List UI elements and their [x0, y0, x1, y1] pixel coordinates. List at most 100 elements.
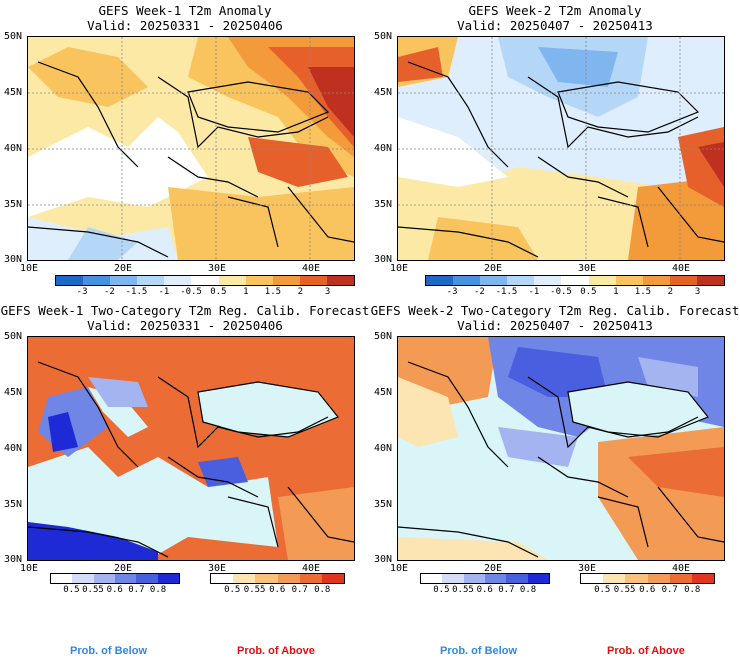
- lat-label: 40N: [374, 143, 393, 154]
- lon-label: 20E: [484, 563, 503, 574]
- lon-label: 40E: [672, 563, 691, 574]
- colorbar-tick-label: 0.6: [269, 585, 286, 595]
- colorbar-swatch: [299, 574, 322, 583]
- panel-title: GEFS Week-1 Two-Category T2m Reg. Calib.…: [0, 303, 370, 318]
- lat-label: 45N: [4, 387, 23, 398]
- lat-label: 35N: [4, 199, 23, 210]
- colorbar-labels: 0.5 0.55 0.6 0.7 0.8: [210, 585, 345, 597]
- colorbar-tick-label: 0.8: [519, 585, 537, 595]
- lon-label: 20E: [114, 263, 133, 274]
- colorbar-swatch: [421, 574, 443, 583]
- colorbar-tick-label: 0.6: [476, 585, 493, 595]
- lat-label: 50N: [374, 331, 393, 342]
- panel-valid-date: Valid: 20250331 - 20250406: [87, 18, 283, 33]
- colorbar-swatch: [114, 574, 137, 583]
- panel-week1-probability: GEFS Week-1 Two-Category T2m Reg. Calib.…: [0, 300, 370, 600]
- panel-week2-anomaly: GEFS Week-2 T2m Anomaly Valid: 20250407 …: [370, 0, 740, 300]
- prob-below-colorbar: [50, 573, 180, 584]
- colorbar-swatch: [272, 276, 300, 285]
- colorbar-tick-label: -3: [76, 287, 88, 297]
- lat-label: 50N: [4, 31, 23, 42]
- colorbar-labels: -3 -2 -1.5 -1 -0.5 0.5 1 1.5 2 3: [55, 287, 355, 299]
- lat-label: 35N: [4, 499, 23, 510]
- lat-label: 45N: [374, 87, 393, 98]
- colorbar-swatch: [93, 574, 115, 583]
- colorbar-swatch: [534, 276, 562, 285]
- colorbar-swatch: [245, 276, 273, 285]
- anomaly-colorbar: [55, 275, 355, 286]
- colorbar-labels: -3 -2 -1.5 -1 -0.5 0.5 1 1.5 2 3: [425, 287, 725, 299]
- colorbar-labels: 0.5 0.55 0.6 0.7 0.8: [420, 585, 550, 597]
- panel-week2-probability: GEFS Week-2 Two-Category T2m Reg. Calib.…: [370, 300, 740, 600]
- lat-label: 30N: [374, 554, 393, 565]
- colorbar-swatch: [484, 574, 507, 583]
- colorbar-swatch: [696, 276, 725, 285]
- panel-valid-date: Valid: 20250407 - 20250413: [457, 318, 653, 333]
- lat-label: 40N: [4, 143, 23, 154]
- probability-map: [27, 336, 355, 561]
- colorbar-swatch: [442, 574, 464, 583]
- colorbar-swatch: [453, 276, 481, 285]
- colorbar-tick-label: 0.5: [63, 585, 80, 595]
- colorbar-swatch: [588, 276, 616, 285]
- prob-below-label: Prob. of Below: [70, 645, 147, 657]
- lon-label: 30E: [578, 263, 597, 274]
- colorbar-swatch: [691, 574, 715, 583]
- colorbar-tick-label: -1: [528, 287, 540, 297]
- panel-title: GEFS Week-2 Two-Category T2m Reg. Calib.…: [370, 303, 740, 318]
- colorbar-swatch: [581, 574, 604, 583]
- colorbar-swatch: [136, 574, 158, 583]
- lon-label: 40E: [302, 563, 321, 574]
- colorbar-swatch: [72, 574, 94, 583]
- colorbar-tick-label: 2: [297, 287, 304, 297]
- colorbar-tick-label: 2: [667, 287, 674, 297]
- colorbar-tick-label: 0.7: [128, 585, 145, 595]
- colorbar-swatch: [642, 276, 670, 285]
- colorbar-swatch: [669, 276, 697, 285]
- colorbar-tick-label: 0.55: [452, 585, 474, 595]
- colorbar-swatch: [233, 574, 256, 583]
- colorbar-swatch: [647, 574, 670, 583]
- lon-label: 30E: [208, 563, 227, 574]
- lat-label: 50N: [4, 331, 23, 342]
- lon-label: 40E: [672, 263, 691, 274]
- colorbar-tick-label: 1: [243, 287, 249, 297]
- colorbar-labels: 0.5 0.55 0.6 0.7 0.8: [580, 585, 715, 597]
- colorbar-swatch: [527, 574, 549, 583]
- lon-label: 20E: [484, 263, 503, 274]
- lat-label: 30N: [4, 254, 23, 265]
- colorbar-swatch: [299, 276, 327, 285]
- lon-label: 10E: [20, 263, 39, 274]
- colorbar-swatch: [157, 574, 179, 583]
- prob-below-colorbar: [420, 573, 550, 584]
- panel-valid-date: Valid: 20250331 - 20250406: [87, 318, 283, 333]
- colorbar-swatch: [137, 276, 165, 285]
- colorbar-swatch: [669, 574, 692, 583]
- colorbar-swatch: [277, 574, 300, 583]
- colorbar-tick-label: 0.55: [82, 585, 104, 595]
- anomaly-map: [27, 36, 355, 261]
- colorbar-tick-label: 0.5: [210, 287, 227, 297]
- panel-title: GEFS Week-2 T2m Anomaly: [468, 3, 642, 18]
- colorbar-tick-label: 0.7: [291, 585, 308, 595]
- lon-label: 20E: [114, 563, 133, 574]
- colorbar-tick-label: 1.5: [634, 287, 652, 297]
- colorbar-tick-label: -2: [473, 287, 485, 297]
- colorbar-tick-label: -3: [446, 287, 458, 297]
- panel-valid-date: Valid: 20250407 - 20250413: [457, 18, 653, 33]
- colorbar-swatch: [326, 276, 355, 285]
- colorbar-tick-label: 1.5: [264, 287, 282, 297]
- colorbar-tick-label: 0.8: [149, 585, 167, 595]
- lon-label: 40E: [302, 263, 321, 274]
- colorbar-tick-label: 0.5: [433, 585, 450, 595]
- prob-above-colorbar: [210, 573, 345, 584]
- lat-label: 45N: [374, 387, 393, 398]
- prob-above-label: Prob. of Above: [237, 645, 315, 657]
- lon-label: 10E: [390, 563, 409, 574]
- colorbar-tick-label: 0.7: [498, 585, 515, 595]
- colorbar-tick-label: 0.7: [661, 585, 678, 595]
- prob-above-colorbar: [580, 573, 715, 584]
- colorbar-swatch: [625, 574, 648, 583]
- colorbar-swatch: [463, 574, 485, 583]
- colorbar-tick-label: -0.5: [550, 287, 572, 297]
